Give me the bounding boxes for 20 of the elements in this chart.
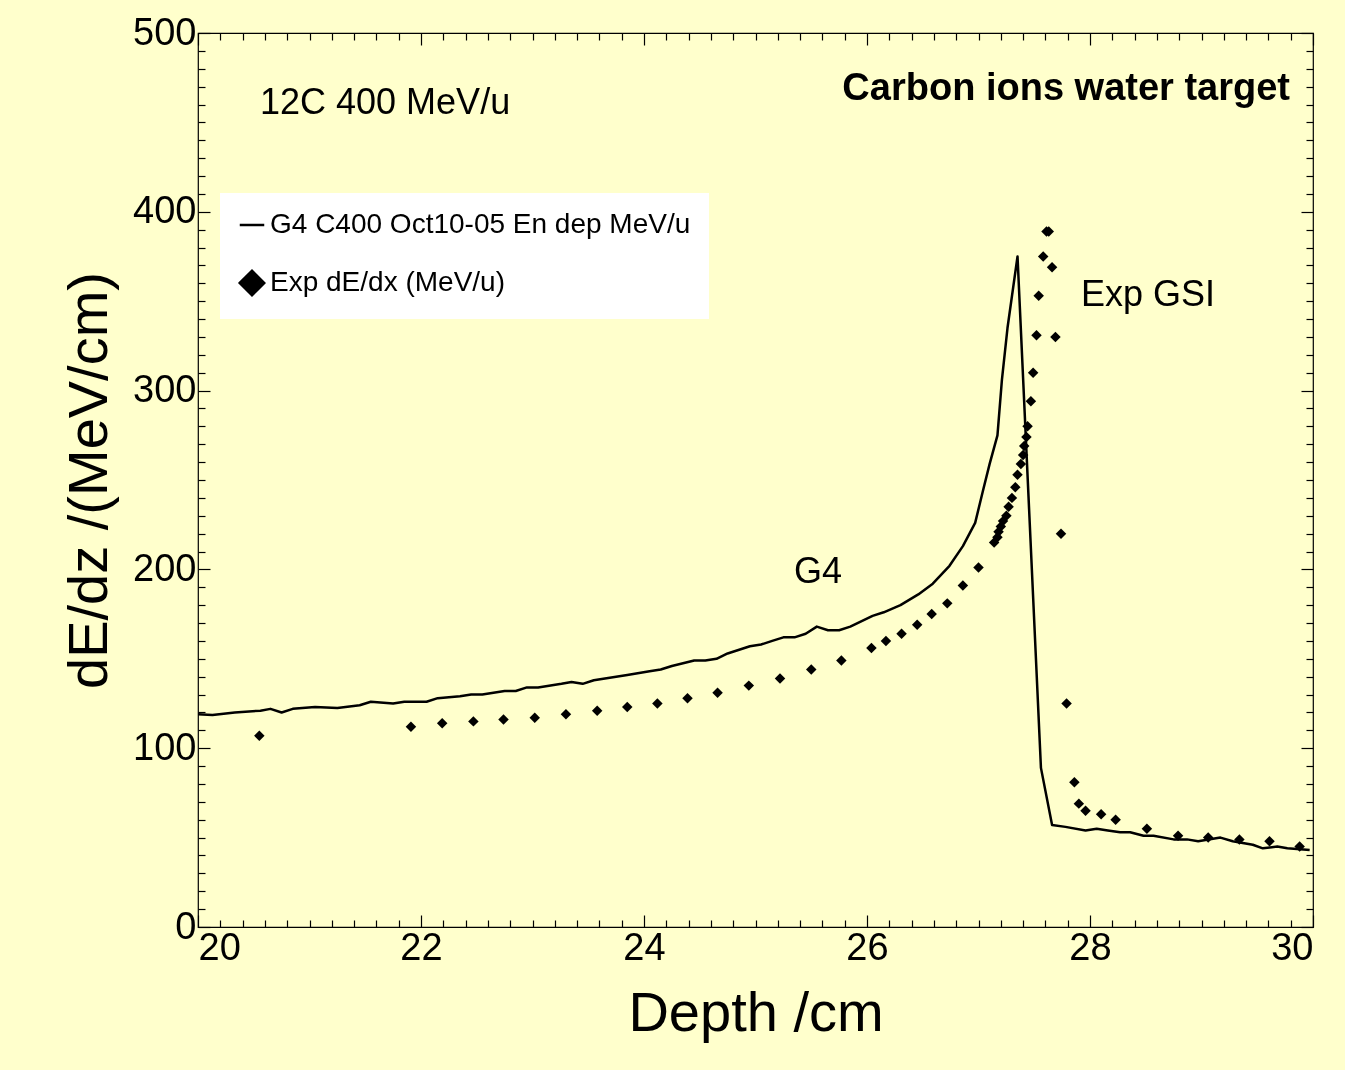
x-axis-title: Depth /cm xyxy=(628,979,884,1043)
x-tick-label: 24 xyxy=(623,925,666,968)
x-tick-label: 30 xyxy=(1271,925,1314,968)
x-tick-label: 22 xyxy=(400,925,443,968)
annotation: 12C 400 MeV/u xyxy=(260,81,511,122)
y-tick-label: 200 xyxy=(133,546,197,589)
y-tick-label: 100 xyxy=(133,725,197,768)
y-tick-label: 400 xyxy=(133,189,197,232)
x-tick-label: 20 xyxy=(198,925,241,968)
legend-label: G4 C400 Oct10-05 En dep MeV/u xyxy=(270,208,691,239)
y-tick-label: 300 xyxy=(133,368,197,411)
y-tick-label: 500 xyxy=(133,10,197,53)
x-tick-label: 26 xyxy=(846,925,889,968)
annotation: Carbon ions water target xyxy=(842,66,1291,108)
annotation: G4 xyxy=(793,550,843,591)
legend-label: Exp dE/dx (MeV/u) xyxy=(270,266,505,297)
y-axis-title: dE/dz /(MeV/cm) xyxy=(56,272,120,689)
y-tick-label: 0 xyxy=(175,904,197,947)
annotation: Exp GSI xyxy=(1080,273,1216,314)
x-tick-label: 28 xyxy=(1069,925,1112,968)
